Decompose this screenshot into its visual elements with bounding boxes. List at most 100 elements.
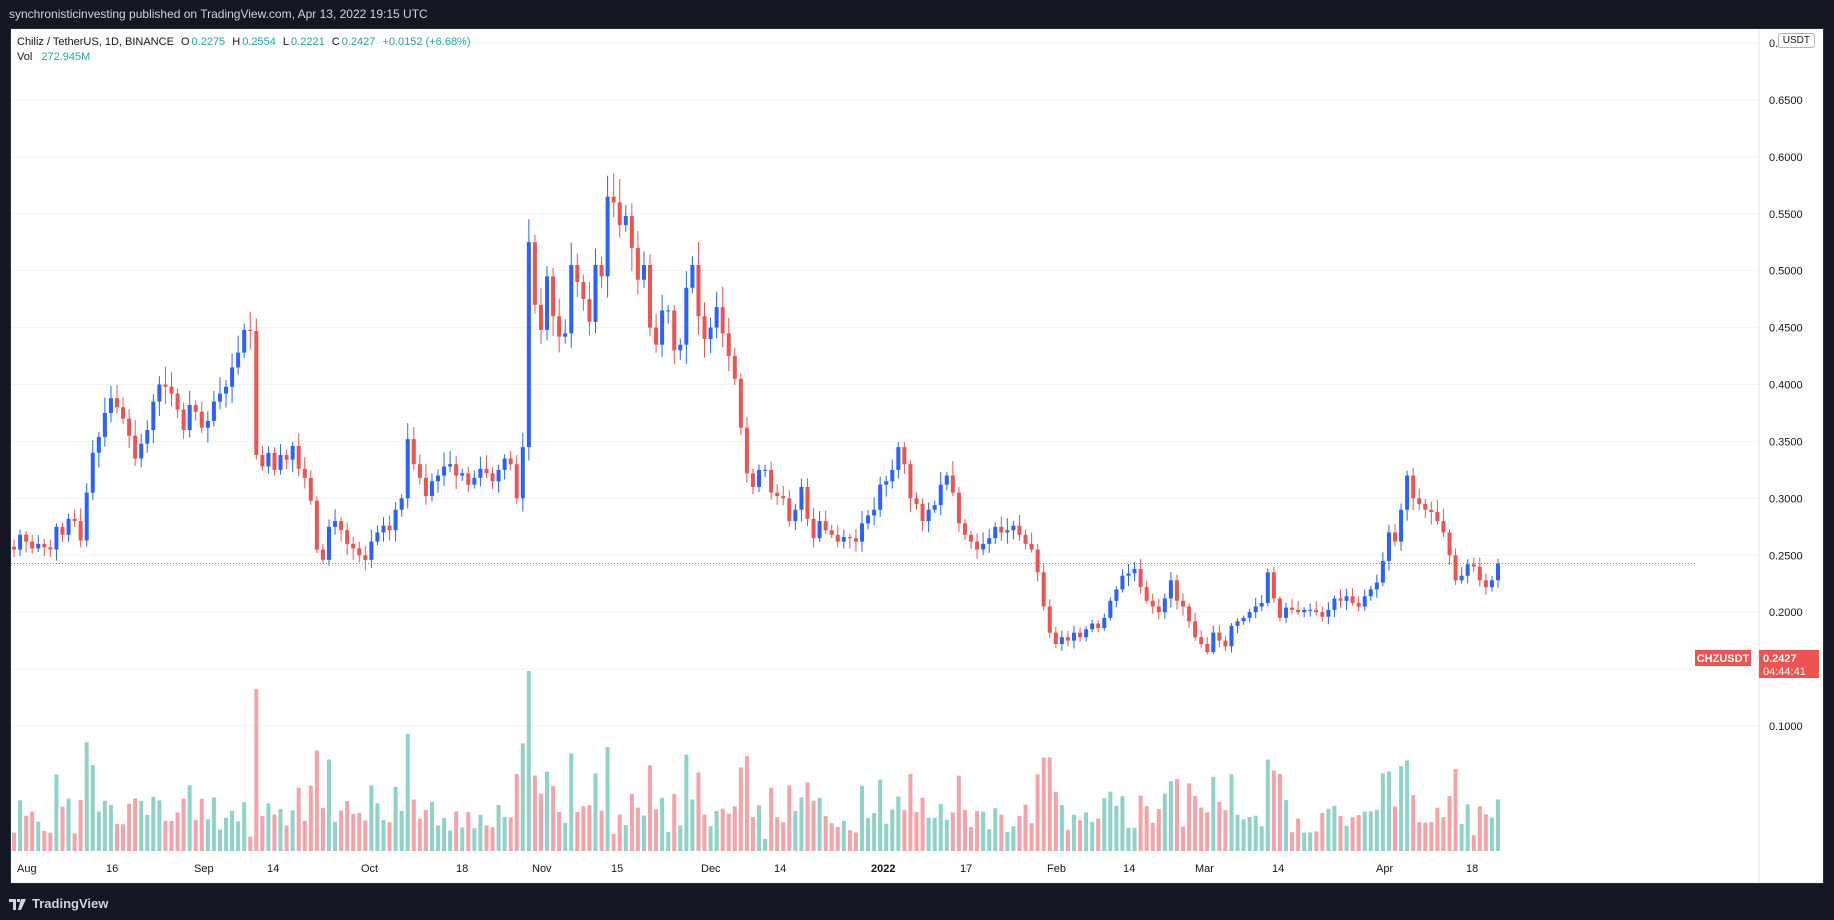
candle-body [648,264,653,328]
candle-body [660,310,665,345]
x-tick-label: 2022 [871,863,895,875]
volume-bar [1126,827,1131,851]
chart-svg[interactable]: 0.10000.15000.20000.25000.30000.35000.40… [11,29,1823,883]
volume-bar [1393,806,1398,851]
volume-bar [944,819,949,851]
x-tick-label: Dec [701,863,721,875]
candle-body [1126,573,1131,576]
candle-body [1429,509,1434,512]
candle-body [193,404,198,412]
candle-body [1350,596,1355,604]
volume-bar [999,814,1004,851]
volume-bar [78,799,83,851]
x-tick-label: 14 [774,863,786,875]
x-tick-label: Nov [532,863,552,875]
candle-body [345,530,350,544]
volume-bar [1338,815,1343,851]
candle-body [1187,606,1192,622]
volume-bar [787,785,792,851]
volume-bar [36,821,41,851]
price-tag: CHZUSDT 0.2427 04:44:41 [1695,650,1819,678]
candle-body [296,445,301,469]
volume-bar [193,819,198,851]
candle-body [1059,637,1064,645]
volume-bar [1114,805,1119,851]
candle-body [823,521,828,531]
volume-bar [805,782,810,851]
candle-body [163,384,168,387]
candle-body [956,492,961,524]
volume-bar [1223,810,1228,851]
candle-body [339,521,344,531]
volume-bar [660,797,665,851]
candle-body [944,475,949,485]
candle-body [429,481,434,497]
volume-bar [423,810,428,851]
candle-body [902,447,907,465]
y-tick-label: 0.2500 [1769,550,1803,562]
candle-body [502,458,507,470]
volume-bar [1035,774,1040,851]
volume-bar [726,813,731,851]
legend-close: C 0.2427 [331,36,376,48]
volume-bar [672,793,677,851]
volume-bar [30,811,35,851]
volume-bar [1084,812,1089,851]
candle-body [205,420,210,428]
x-tick-label: Mar [1195,863,1214,875]
price-tag-countdown: 04:44:41 [1763,666,1806,678]
volume-bar [587,805,592,851]
volume-bar [1459,824,1464,851]
candle-body [969,534,974,542]
candle-body [884,481,889,485]
candle-body [454,464,459,476]
volume-bar [987,829,992,851]
price-tag-symbol-bg [1695,650,1751,666]
chart-frame[interactable]: 0.10000.15000.20000.25000.30000.35000.40… [10,28,1824,884]
candle-body [393,509,398,531]
volume-bar [878,779,883,851]
candle-body [1241,617,1246,622]
volume-bar [859,785,864,851]
volume-bar [841,820,846,851]
volume-bar [950,812,955,851]
candle-body [920,504,925,522]
volume-bar [1411,795,1416,851]
candle-body [763,469,768,471]
volume-bar [284,825,289,851]
volume-bar [690,799,695,851]
candle-body [1380,560,1385,583]
legend-vol-label: Vol [17,51,33,63]
candle-body [726,333,731,357]
volume-bar [84,742,89,851]
volume-bar [920,797,925,851]
candle-body [605,196,610,277]
candle-body [1368,589,1373,597]
volume-bar [1174,779,1179,851]
legend-high: H 0.2554 [232,36,276,48]
candle-body [127,418,132,436]
candle-body [399,498,404,510]
candle-body [654,327,659,345]
candle-body [72,518,77,522]
candle-body [635,247,640,280]
tradingview-logo[interactable]: TradingView [9,896,108,911]
volume-bar [1477,806,1482,851]
candle-body [841,537,846,542]
volume-bar [199,798,204,851]
candle-body [720,307,725,334]
volume-bar [1102,798,1107,851]
currency-tag[interactable]: USDT [1777,33,1815,48]
time-axis: Aug 16 Sep 14 Oct 18 Nov 15 Dec 14 2022 17 Feb 14 Mar 1… [17,863,1478,875]
volume-bar [1162,793,1167,851]
candle-body [381,525,386,533]
x-tick-label: 17 [960,863,972,875]
candle-body [593,264,598,322]
volume-bar [1199,807,1204,851]
volume-bar [781,822,786,851]
candle-body [48,547,53,550]
candle-body [708,327,713,339]
volume-bar [266,803,271,851]
candle-body [1277,598,1282,618]
candle-body [866,515,871,524]
